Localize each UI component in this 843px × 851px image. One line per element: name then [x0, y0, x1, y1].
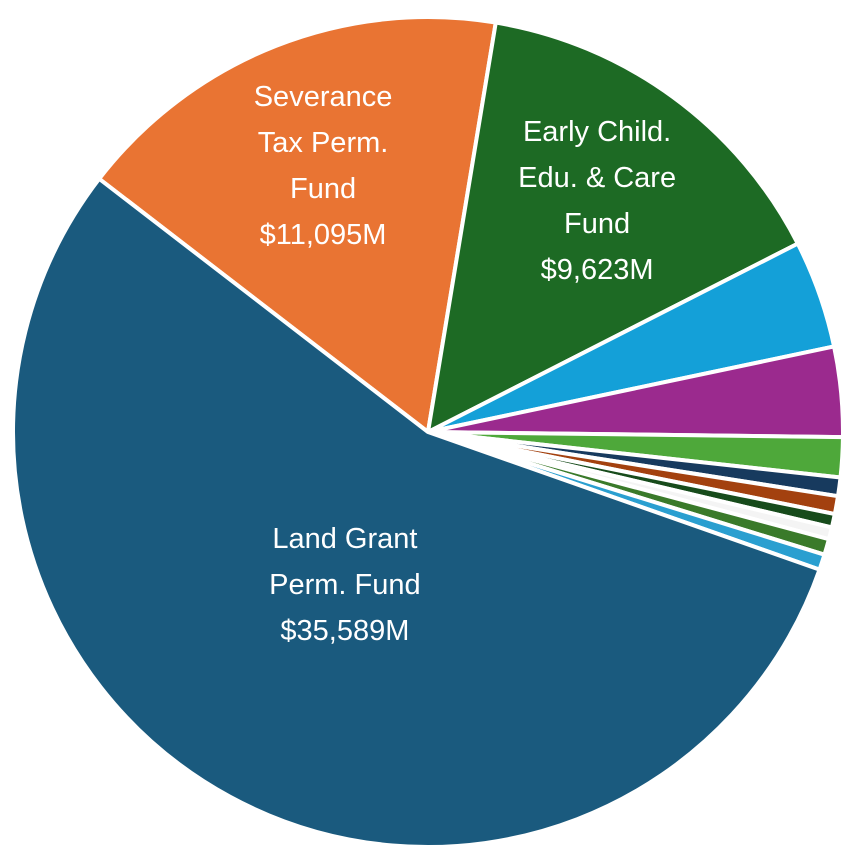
- slice-label: Early Child. Edu. & Care Fund $9,623M: [518, 109, 676, 293]
- slice-name: Early Child. Edu. & Care Fund: [518, 115, 677, 240]
- slice-value: $35,589M: [280, 615, 410, 648]
- slice-name: Severance Tax Perm. Fund: [253, 80, 393, 205]
- slice-label: Land Grant Perm. Fund $35,589M: [269, 516, 421, 654]
- slice-name: Land Grant Perm. Fund: [269, 523, 421, 602]
- slice-value: $11,095M: [259, 218, 387, 251]
- pie-slice: [426, 20, 800, 434]
- pie-slice: [11, 176, 822, 849]
- slice-label: Severance Tax Perm. Fund $11,095M: [254, 74, 393, 258]
- slice-value: $9,623M: [540, 253, 654, 286]
- pie-slice: [97, 15, 498, 434]
